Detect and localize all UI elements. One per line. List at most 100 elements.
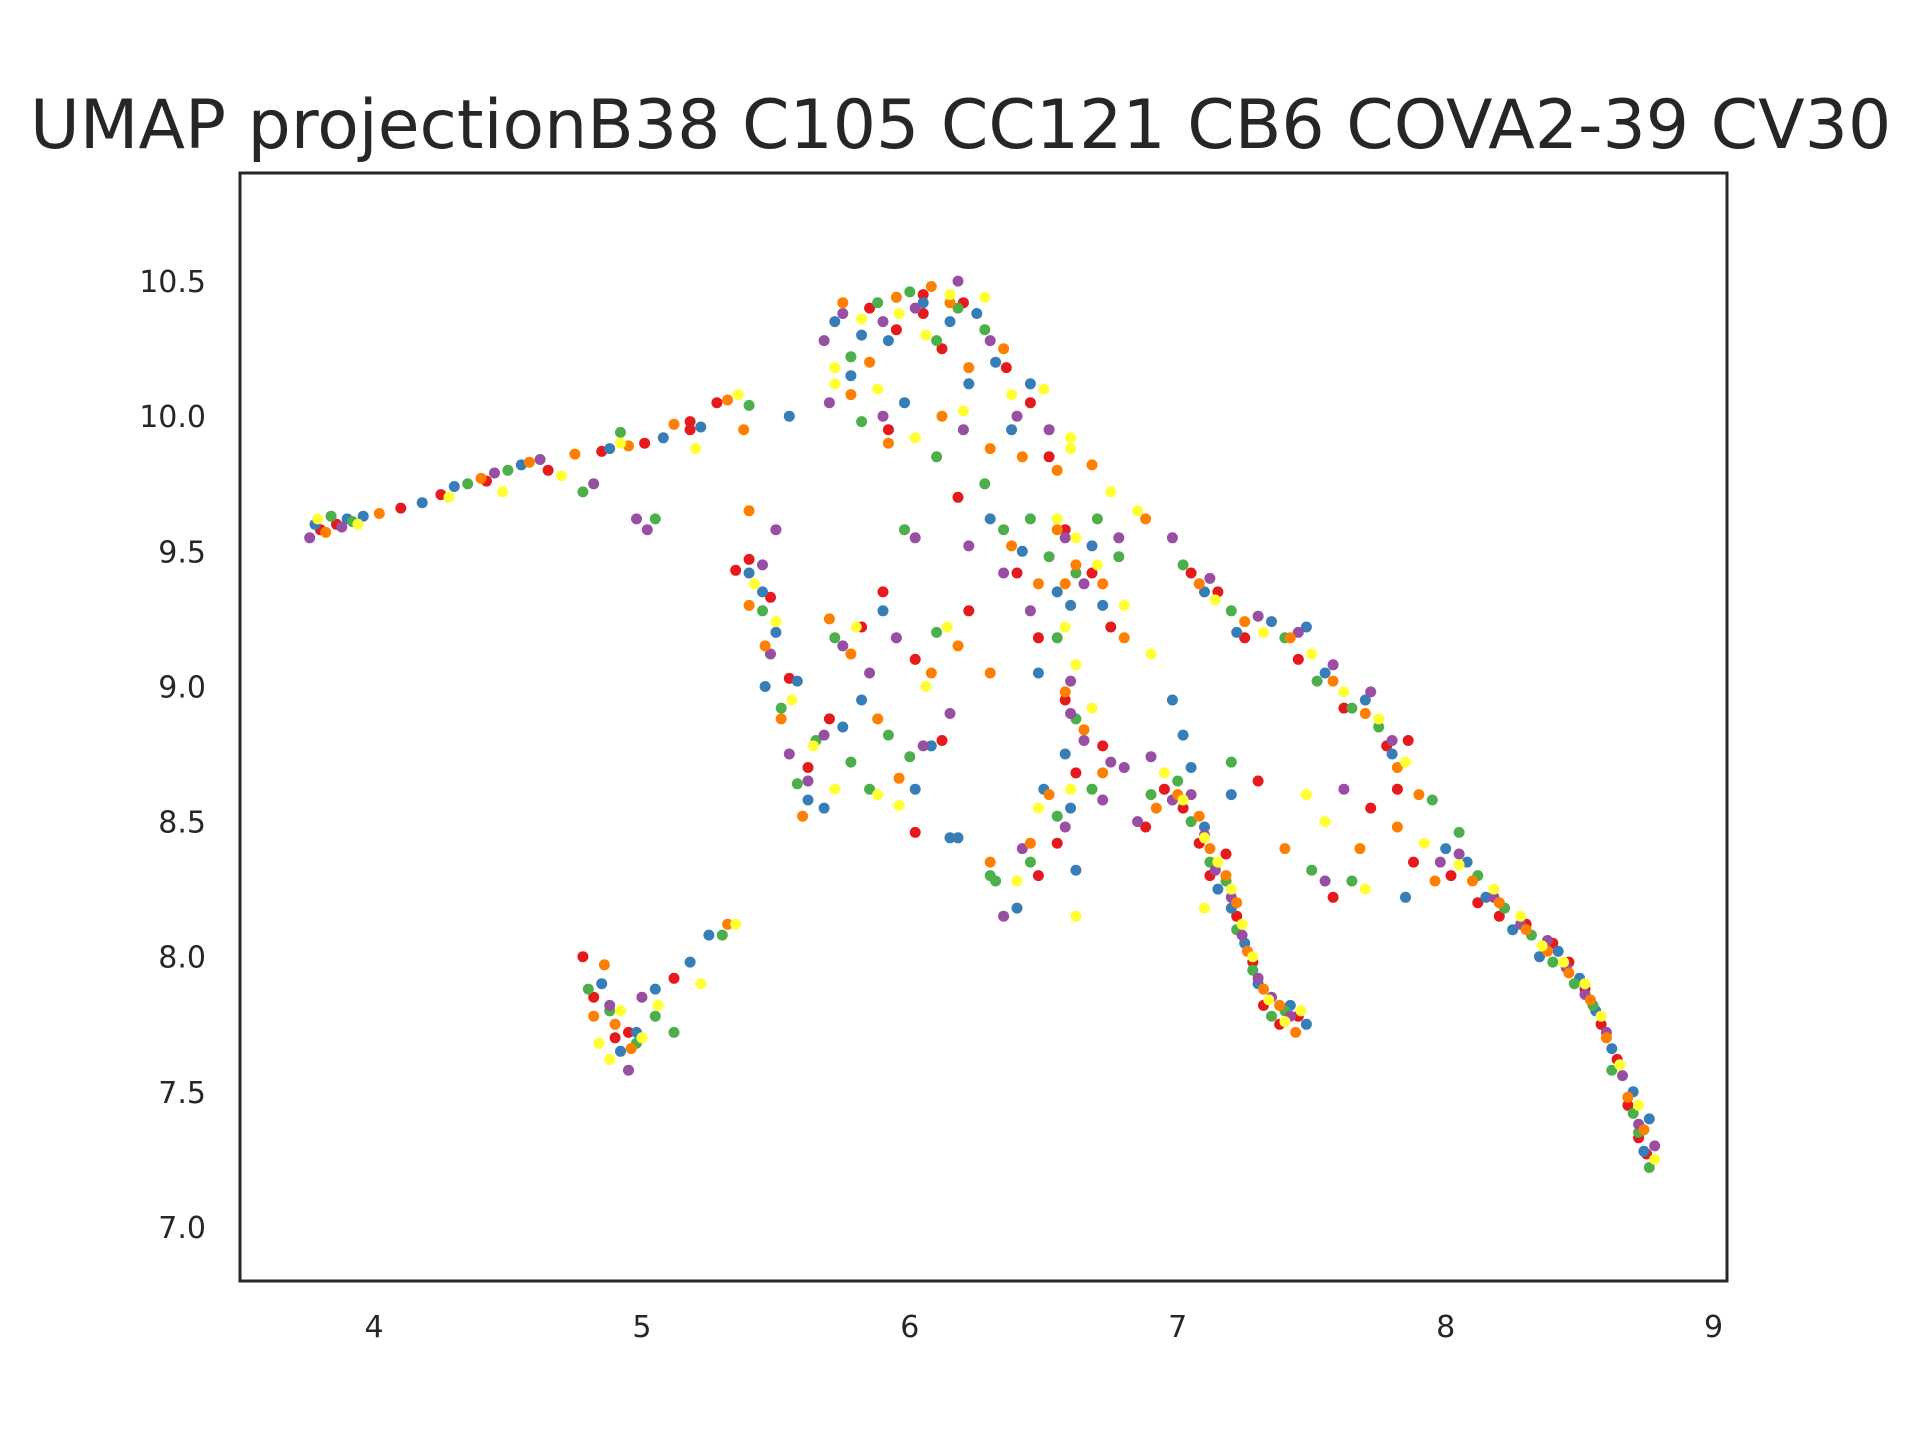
scatter-point — [722, 394, 734, 406]
scatter-point — [631, 513, 642, 525]
scatter-point — [623, 1064, 634, 1076]
scatter-point — [1338, 686, 1350, 698]
scatter-point — [1177, 802, 1189, 814]
points-layer — [304, 275, 1661, 1173]
scatter-point — [1306, 648, 1318, 660]
scatter-point — [1386, 735, 1398, 746]
scatter-point — [1113, 551, 1125, 563]
scatter-point — [556, 470, 567, 482]
scatter-point — [1059, 821, 1071, 833]
scatter-point — [1024, 513, 1036, 525]
scatter-point — [877, 586, 889, 598]
y-tick-label: 8.0 — [158, 941, 206, 976]
scatter-point — [743, 567, 755, 579]
scatter-point — [1220, 848, 1232, 860]
scatter-point — [893, 799, 905, 811]
scatter-point — [743, 599, 755, 611]
scatter-point — [1563, 967, 1575, 979]
scatter-point — [909, 432, 921, 444]
scatter-point — [802, 775, 814, 787]
scatter-point — [1185, 762, 1197, 773]
scatter-point — [797, 810, 809, 822]
scatter-point — [1199, 821, 1210, 833]
scatter-point — [1166, 694, 1178, 706]
scatter-point — [1006, 424, 1018, 436]
scatter-point — [1445, 870, 1457, 882]
scatter-point — [783, 410, 795, 422]
scatter-point — [770, 626, 782, 638]
scatter-point — [802, 794, 814, 806]
scatter-point — [1434, 856, 1446, 868]
scatter-point — [944, 289, 956, 301]
scatter-point — [1199, 586, 1210, 598]
scatter-point — [1065, 599, 1077, 611]
scatter-point — [1070, 659, 1082, 671]
scatter-point — [593, 1037, 605, 1049]
scatter-point — [893, 772, 905, 784]
scatter-point — [615, 426, 626, 438]
scatter-point — [1327, 891, 1339, 903]
x-axis-ticks: 4 5 6 7 8 9 — [364, 1310, 1723, 1345]
scatter-point — [1118, 599, 1130, 611]
scatter-point — [730, 564, 742, 576]
scatter-point — [1043, 789, 1055, 801]
scatter-point — [1059, 578, 1071, 590]
scatter-point — [845, 648, 857, 660]
scatter-point — [1105, 621, 1117, 633]
scatter-point — [684, 416, 696, 428]
scatter-point — [1204, 856, 1216, 868]
scatter-point — [1011, 410, 1023, 422]
scatter-point — [1185, 567, 1197, 579]
scatter-point — [845, 370, 857, 382]
scatter-point — [1185, 789, 1197, 801]
scatter-point — [1145, 789, 1157, 801]
scatter-point — [502, 464, 514, 476]
scatter-point — [1311, 675, 1323, 687]
scatter-point — [615, 437, 626, 449]
scatter-point — [684, 424, 696, 436]
scatter-point — [765, 591, 776, 603]
scatter-point — [357, 510, 369, 522]
scatter-point — [1247, 951, 1259, 963]
scatter-point — [1140, 821, 1152, 833]
scatter-point — [722, 918, 734, 930]
scatter-point — [1185, 816, 1197, 828]
scatter-point — [1011, 567, 1023, 579]
scatter-point — [845, 351, 857, 363]
scatter-point — [829, 632, 841, 644]
scatter-point — [336, 521, 348, 533]
y-tick-label: 10.0 — [139, 400, 206, 435]
scatter-point — [823, 397, 835, 409]
scatter-point — [998, 910, 1010, 922]
scatter-point — [984, 856, 996, 868]
scatter-point — [1292, 653, 1304, 665]
scatter-point — [837, 297, 849, 309]
scatter-point — [569, 448, 581, 460]
scatter-point — [1006, 389, 1018, 401]
scatter-point — [652, 999, 664, 1011]
scatter-point — [1354, 843, 1366, 855]
scatter-point — [1132, 505, 1144, 517]
scatter-point — [684, 956, 696, 968]
scatter-point — [925, 740, 937, 752]
scatter-point — [952, 491, 964, 503]
scatter-point — [1359, 708, 1371, 719]
scatter-point — [759, 640, 771, 652]
scatter-point — [1236, 929, 1248, 941]
scatter-point — [1365, 686, 1377, 698]
scatter-point — [998, 567, 1010, 579]
scatter-point — [1024, 378, 1036, 390]
scatter-point — [1295, 1005, 1307, 1017]
scatter-point — [856, 694, 868, 706]
scatter-point — [1051, 586, 1063, 598]
scatter-point — [931, 626, 943, 638]
scatter-point — [899, 524, 910, 536]
scatter-point — [998, 343, 1010, 355]
scatter-point — [864, 783, 876, 795]
scatter-point — [497, 486, 509, 498]
scatter-point — [604, 443, 616, 455]
scatter-point — [920, 681, 932, 692]
scatter-point — [1638, 1145, 1650, 1157]
scatter-point — [909, 532, 921, 544]
scatter-point — [791, 675, 803, 687]
